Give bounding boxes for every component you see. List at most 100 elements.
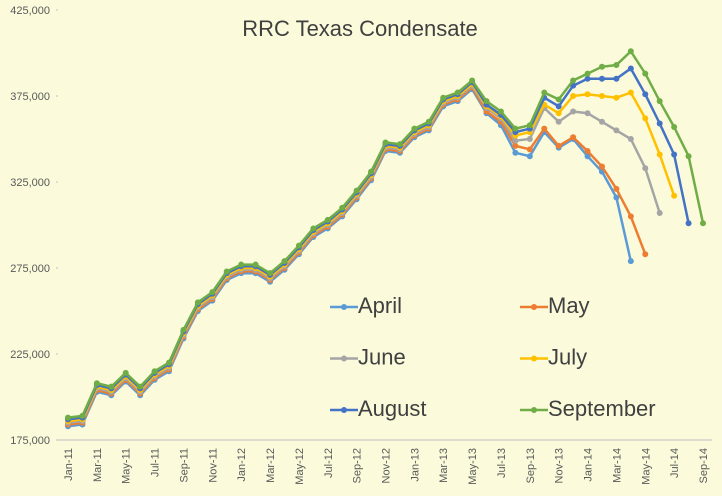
point: [584, 75, 591, 82]
point: [440, 94, 447, 101]
legend-marker: [341, 407, 347, 413]
point: [685, 220, 692, 227]
point: [642, 115, 649, 122]
point: [526, 146, 533, 153]
point: [584, 70, 591, 77]
point: [598, 75, 605, 82]
y-tick-label: 275,000: [10, 263, 50, 275]
point: [671, 192, 678, 199]
point: [310, 225, 317, 232]
x-tick-label: Mar-13: [438, 448, 450, 483]
point: [613, 194, 620, 201]
legend-marker: [341, 355, 347, 362]
point: [79, 412, 86, 419]
point: [267, 270, 274, 277]
point: [497, 108, 504, 115]
point: [642, 251, 649, 258]
point: [613, 94, 620, 101]
x-tick-label: May-13: [467, 448, 479, 485]
x-tick-label: May-14: [640, 448, 652, 485]
point: [627, 136, 634, 142]
point: [570, 93, 577, 99]
point: [555, 96, 562, 103]
x-tick-label: Jul-14: [669, 448, 681, 478]
point: [627, 65, 634, 72]
point: [642, 70, 649, 77]
x-tick-label: Sep-12: [352, 448, 364, 483]
point: [425, 118, 432, 125]
y-tick-label: 175,000: [10, 435, 50, 447]
y-tick-label: 225,000: [10, 349, 50, 361]
point: [295, 242, 302, 249]
x-tick-label: Mar-11: [92, 448, 104, 482]
point: [613, 75, 620, 82]
point: [512, 137, 519, 144]
x-tick-label: Jan-14: [583, 448, 595, 482]
point: [454, 89, 461, 96]
point: [656, 209, 663, 216]
point: [526, 136, 533, 142]
point: [238, 261, 245, 268]
x-tick-label: Jan-12: [236, 448, 248, 482]
point: [166, 359, 173, 366]
point: [209, 289, 216, 296]
point: [65, 414, 71, 421]
legend-label: August: [358, 396, 427, 421]
point: [656, 151, 663, 158]
point: [627, 89, 634, 96]
point: [598, 118, 605, 125]
point: [526, 153, 533, 160]
x-tick-label: Mar-12: [265, 448, 277, 483]
point: [411, 125, 418, 132]
point: [613, 185, 620, 192]
point: [512, 125, 519, 132]
point: [93, 380, 100, 387]
point: [108, 383, 115, 390]
y-tick-label: 375,000: [10, 91, 50, 103]
x-tick-label: Sep-13: [525, 448, 537, 483]
x-tick-label: May-11: [121, 448, 133, 484]
point: [570, 77, 577, 84]
y-tick-label: 325,000: [10, 177, 50, 189]
point: [642, 165, 649, 172]
x-tick-label: Jan-11: [63, 448, 75, 481]
point: [137, 383, 144, 390]
point: [483, 98, 490, 105]
point: [396, 141, 403, 148]
point: [598, 63, 605, 70]
point: [584, 110, 591, 117]
point: [512, 142, 519, 149]
point: [570, 134, 577, 141]
point: [656, 120, 663, 127]
point: [324, 216, 331, 223]
point: [555, 103, 562, 110]
point: [541, 89, 548, 96]
point: [584, 91, 591, 98]
point: [700, 220, 706, 227]
point: [627, 48, 634, 55]
point: [613, 127, 620, 134]
x-tick-label: Jul-11: [150, 448, 162, 477]
point: [512, 149, 519, 156]
x-tick-label: May-12: [294, 448, 306, 485]
point: [368, 168, 375, 175]
legend-label: June: [358, 344, 406, 369]
legend-marker: [531, 407, 537, 413]
legend-marker: [341, 304, 347, 310]
x-tick-label: Jan-13: [409, 448, 421, 482]
point: [526, 122, 533, 129]
point: [180, 326, 187, 333]
point: [281, 258, 288, 265]
point: [541, 125, 548, 132]
legend-label: May: [548, 293, 590, 318]
point: [122, 369, 129, 376]
chart-title: RRC Texas Condensate: [242, 16, 478, 41]
legend-marker: [531, 355, 537, 362]
point: [194, 299, 201, 306]
point: [598, 163, 605, 170]
point: [613, 62, 620, 69]
x-tick-label: Sep-14: [698, 448, 710, 483]
point: [671, 123, 678, 130]
